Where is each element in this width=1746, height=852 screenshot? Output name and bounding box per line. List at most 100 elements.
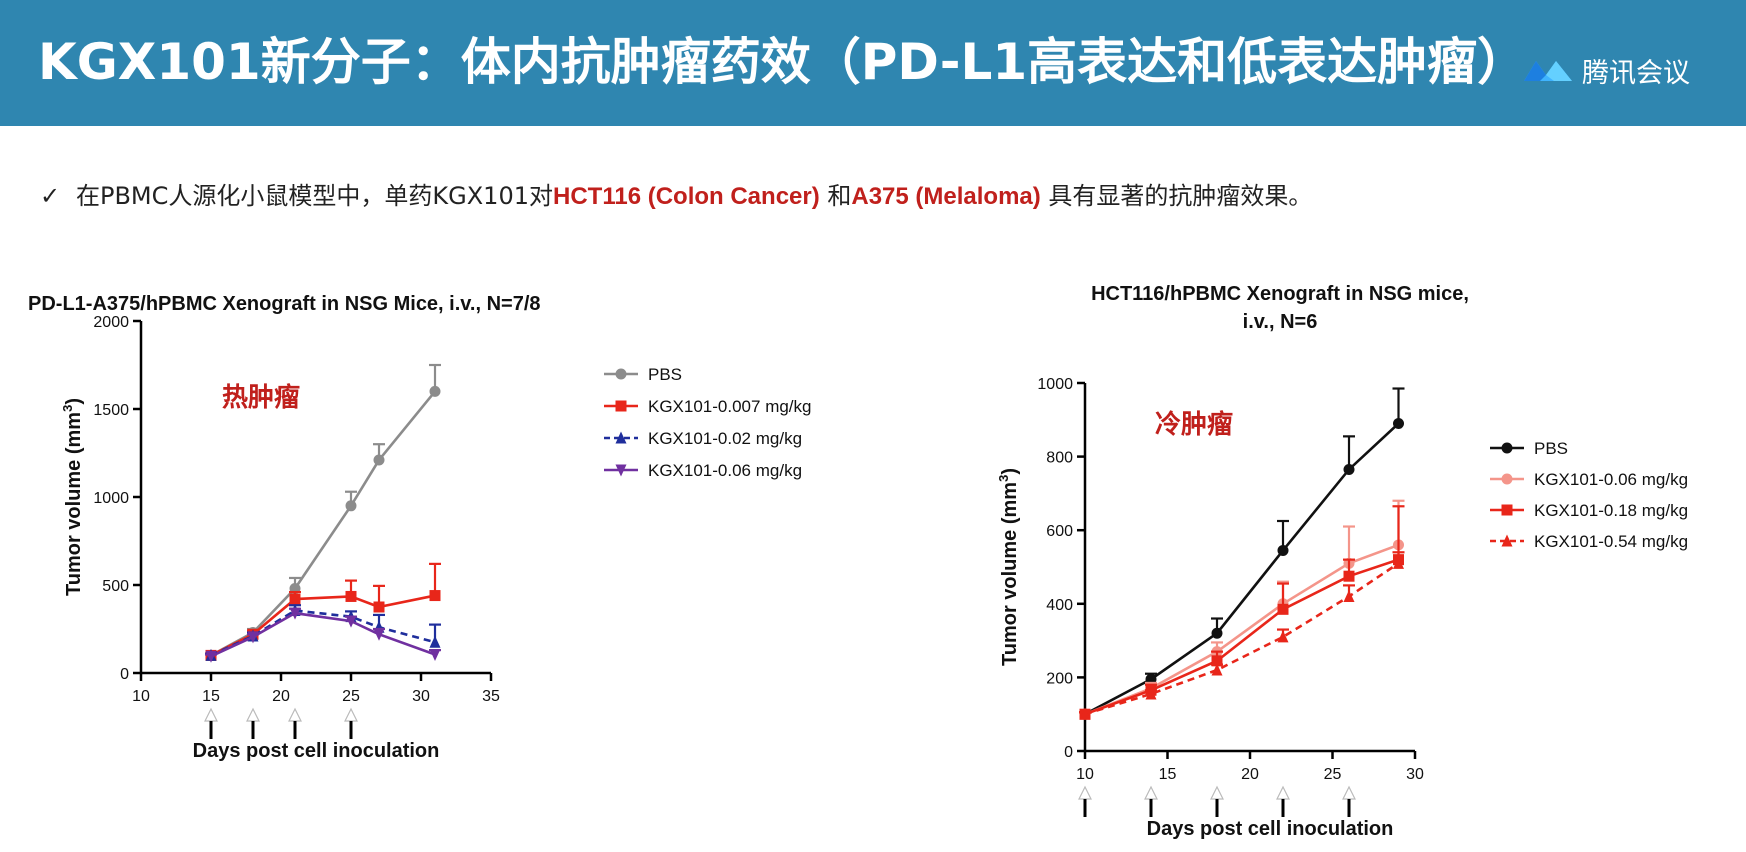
x-tick-label: 10 (1076, 766, 1094, 783)
series-line (1084, 422, 1400, 716)
dosing-arrow-head (204, 707, 218, 722)
bullet-text-3: 具有显著的抗肿瘤效果。 (1040, 182, 1313, 210)
dosing-arrow-head (288, 707, 302, 722)
x-tick-label: 35 (482, 688, 500, 705)
legend-marker (615, 431, 627, 444)
data-point (373, 628, 385, 641)
legend-label: KGX101-0.02 mg/kg (648, 429, 802, 448)
data-point (205, 650, 217, 663)
series-line (210, 611, 436, 658)
legend-marker (615, 368, 627, 380)
data-point (1211, 627, 1223, 639)
series-line (210, 594, 436, 657)
data-point (1079, 707, 1091, 720)
bullet-highlight-hct116: HCT116 (Colon Cancer) (553, 183, 820, 210)
series-line (210, 390, 437, 657)
data-point (1343, 463, 1355, 475)
data-point (1393, 556, 1404, 569)
legend-label: KGX101-0.007 mg/kg (648, 397, 811, 416)
legend-marker (1501, 504, 1513, 516)
chart-title-line2: i.v., N=6 (1243, 311, 1318, 333)
hct116-xenograft-chart: HCT116/hPBMC Xenograft in NSG mice, i.v.,… (996, 283, 1688, 840)
series-group (1079, 551, 1405, 720)
data-point (289, 593, 301, 605)
data-point (247, 631, 259, 644)
data-point (345, 590, 357, 602)
data-point (1277, 603, 1289, 615)
x-tick-label: 15 (202, 688, 220, 705)
data-point (345, 615, 357, 628)
y-tick-label: 1500 (93, 402, 129, 419)
tencent-meeting-label: 腾讯会议 (1582, 57, 1690, 89)
series-group (1079, 387, 1405, 720)
data-point (1145, 687, 1157, 700)
x-tick-label: 25 (1324, 766, 1342, 783)
legend-label: KGX101-0.06 mg/kg (1534, 470, 1688, 489)
y-tick-label: 0 (1064, 744, 1073, 761)
data-point (429, 590, 441, 602)
data-point (1277, 544, 1289, 556)
x-tick-label: 15 (1159, 766, 1177, 783)
series-group (1079, 505, 1405, 720)
dosing-arrow-head (1342, 785, 1356, 800)
data-point (429, 649, 441, 662)
y-tick-label: 200 (1046, 670, 1073, 687)
x-tick-label: 20 (1241, 766, 1259, 783)
legend-label: PBS (648, 365, 682, 384)
y-tick-label: 800 (1046, 450, 1073, 467)
dosing-arrow-head (1276, 785, 1290, 800)
y-tick-label: 2000 (93, 314, 129, 331)
series-line (1084, 558, 1399, 716)
dosing-arrow-head (1210, 785, 1224, 800)
series-group (205, 607, 441, 663)
a375-xenograft-chart: PD-L1-A375/hPBMC Xenograft in NSG Mice, … (28, 293, 811, 762)
bullet-text-1: 在PBMC人源化小鼠模型中，单药KGX101对 (76, 182, 553, 210)
y-tick-label: 400 (1046, 597, 1073, 614)
tencent-meeting-logo-icon (1524, 61, 1572, 81)
slide-title: KGX101新分子：体内抗肿瘤药效（PD-L1高表达和低表达肿瘤） (38, 33, 1528, 91)
series-group (1079, 499, 1405, 720)
check-icon: ✓ (40, 182, 61, 210)
y-axis-label: Tumor volume (mm3) (996, 468, 1021, 666)
y-tick-label: 0 (120, 666, 129, 683)
dosing-arrow-head (246, 707, 260, 722)
series-line (1084, 543, 1399, 716)
y-axis-label: Tumor volume (mm3) (60, 398, 85, 596)
dosing-arrow-head (1078, 785, 1092, 800)
x-axis-label: Days post cell inoculation (1147, 818, 1394, 840)
data-point (373, 454, 385, 466)
dosing-arrow-head (1144, 785, 1158, 800)
legend-label: KGX101-0.54 mg/kg (1534, 532, 1688, 551)
x-tick-label: 30 (1406, 766, 1424, 783)
tencent-meeting-badge[interactable]: 腾讯会议 (1522, 48, 1690, 92)
legend-label: KGX101-0.06 mg/kg (648, 461, 802, 480)
legend-marker (1501, 442, 1513, 454)
data-point (1343, 589, 1355, 602)
y-tick-label: 1000 (93, 490, 129, 507)
data-point (429, 635, 441, 648)
legend-marker (1501, 473, 1513, 485)
data-point (429, 385, 441, 397)
series-group (205, 604, 441, 661)
y-tick-label: 1000 (1037, 376, 1073, 393)
data-point (345, 500, 357, 512)
tumor-type-annotation: 冷肿瘤 (1155, 409, 1233, 439)
data-point (1211, 663, 1223, 676)
bullet-highlight-a375: A375 (Melaloma) (851, 183, 1041, 210)
slide-header: KGX101新分子：体内抗肿瘤药效（PD-L1高表达和低表达肿瘤） 腾讯会议 (0, 0, 1746, 126)
chart-title: PD-L1-A375/hPBMC Xenograft in NSG Mice, … (28, 293, 541, 315)
legend-label: KGX101-0.18 mg/kg (1534, 501, 1688, 520)
x-tick-label: 20 (272, 688, 290, 705)
data-point (1211, 655, 1223, 667)
legend-label: PBS (1534, 439, 1568, 458)
x-axis-label: Days post cell inoculation (193, 740, 440, 762)
x-tick-label: 10 (132, 688, 150, 705)
x-tick-label: 25 (342, 688, 360, 705)
x-tick-label: 30 (412, 688, 430, 705)
summary-bullet: ✓ 在PBMC人源化小鼠模型中，单药KGX101对HCT116 (Colon Ca… (40, 176, 1312, 211)
data-point (289, 607, 301, 620)
dosing-arrow-head (344, 707, 358, 722)
series-line (1084, 562, 1400, 716)
legend-marker (615, 400, 627, 412)
chart-title: HCT116/hPBMC Xenograft in NSG mice, (1091, 283, 1469, 305)
